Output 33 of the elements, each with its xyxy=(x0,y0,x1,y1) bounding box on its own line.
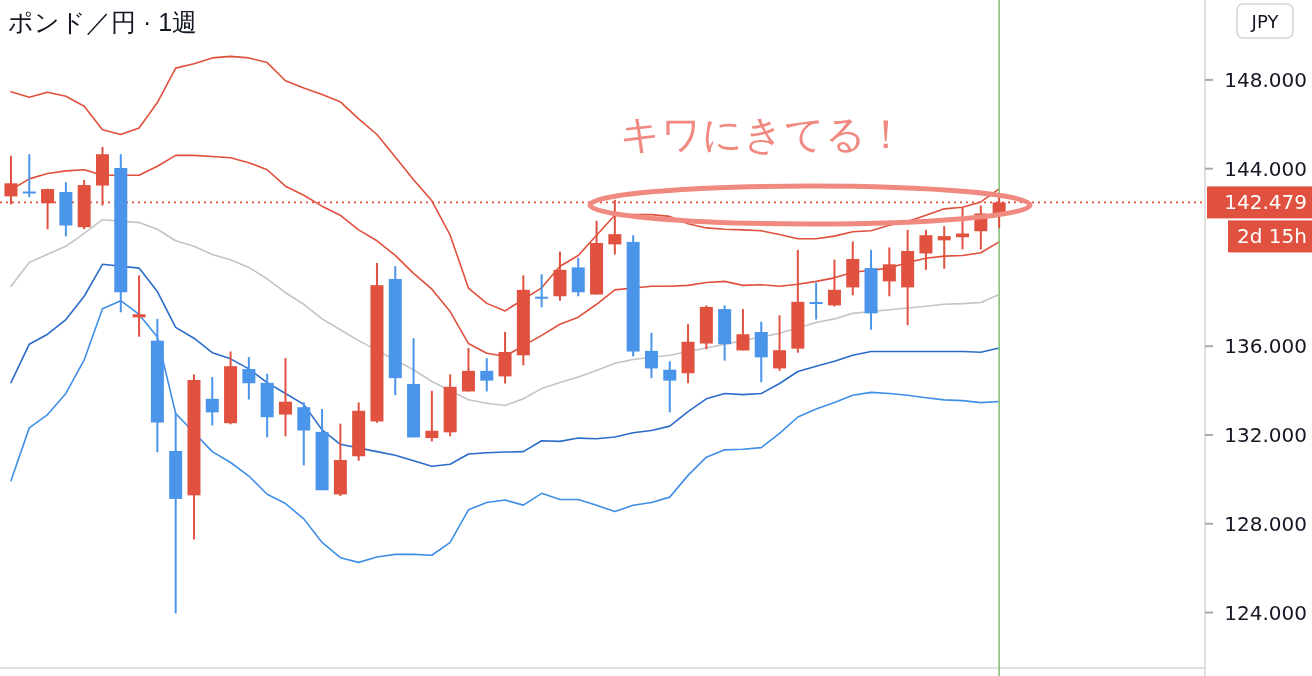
candlestick xyxy=(242,356,256,401)
candlestick xyxy=(663,360,677,414)
ref-line-label: 142.479 xyxy=(1224,190,1307,215)
candlestick xyxy=(644,331,658,380)
candlestick xyxy=(22,153,36,199)
candlestick xyxy=(773,314,787,372)
candlestick xyxy=(535,273,549,309)
candlestick xyxy=(480,357,494,393)
line-series xyxy=(10,218,1000,407)
chart-title: ポンド／円 · 1週 xyxy=(8,8,198,36)
y-tick-label: 128.000 xyxy=(1224,511,1307,536)
candlestick xyxy=(425,389,439,443)
candlestick xyxy=(132,274,146,338)
y-axis-title: JPY xyxy=(1250,11,1280,32)
candlestick xyxy=(461,346,475,393)
candlestick xyxy=(919,228,933,271)
candlestick xyxy=(956,206,970,251)
candlestick xyxy=(205,376,219,427)
annotation: キワにきてる！ xyxy=(620,111,906,157)
y-tick-label: 136.000 xyxy=(1224,334,1307,359)
candlestick xyxy=(882,246,896,298)
y-tick-label: 148.000 xyxy=(1224,67,1307,92)
y-tick-label: 132.000 xyxy=(1224,422,1307,447)
line-series xyxy=(10,263,1000,468)
text: 2d 15h xyxy=(1237,224,1307,249)
candlestick xyxy=(937,225,951,270)
candlestick xyxy=(278,357,292,438)
y-tick-label: 124.000 xyxy=(1224,600,1307,625)
candlestick xyxy=(809,281,823,321)
candlestick xyxy=(297,401,311,467)
y-tick-label: 144.000 xyxy=(1224,156,1307,181)
candlestick xyxy=(736,308,750,352)
candlestick xyxy=(827,258,841,308)
